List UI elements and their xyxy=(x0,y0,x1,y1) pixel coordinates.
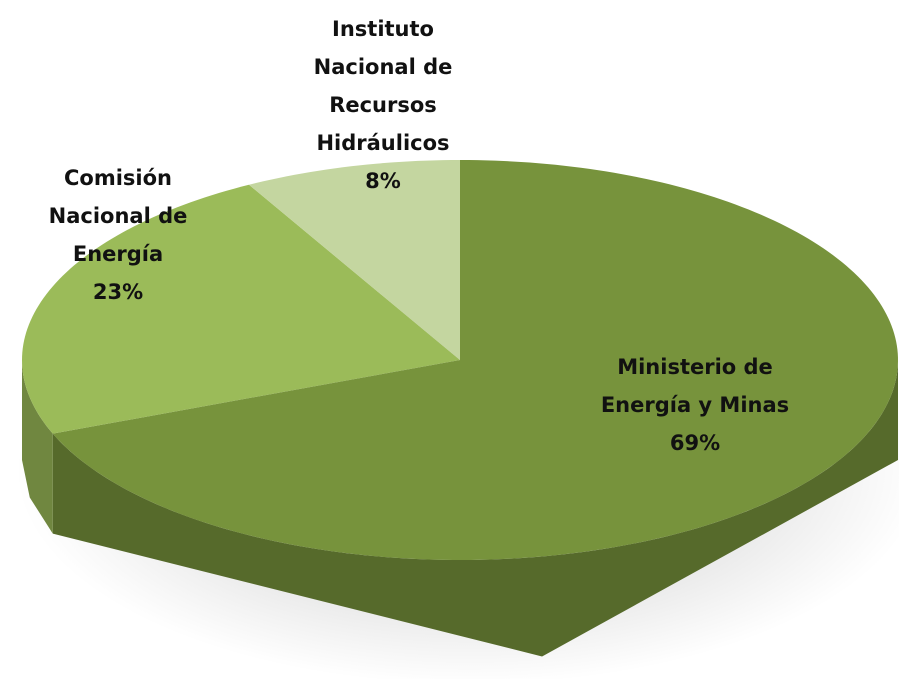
slice xyxy=(22,184,460,434)
slice-side xyxy=(52,360,898,657)
slice xyxy=(248,160,460,360)
category-label: Ministerio de Energía y Minas xyxy=(600,355,790,417)
data-label: Comisión Nacional de Energía 23% xyxy=(23,159,213,311)
category-label: Comisión Nacional de Energía xyxy=(48,166,188,266)
slice-side xyxy=(22,360,53,534)
slice xyxy=(52,160,898,560)
value-label: 69% xyxy=(669,431,721,455)
data-label: Ministerio de Energía y Minas 69% xyxy=(575,348,815,462)
category-label: Instituto Nacional de Recursos Hidráulic… xyxy=(313,17,453,155)
value-label: 23% xyxy=(92,280,144,304)
data-label: Instituto Nacional de Recursos Hidráulic… xyxy=(288,10,478,200)
value-label: 8% xyxy=(365,169,401,193)
